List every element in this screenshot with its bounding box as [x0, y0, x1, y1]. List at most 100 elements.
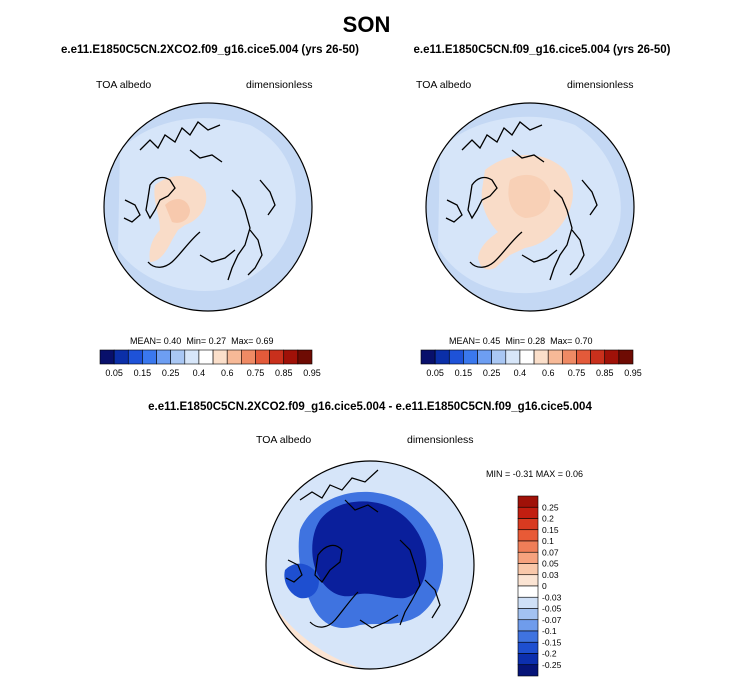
panel-2-title: e.e11.E1850C5CN.f09_g16.cice5.004 (yrs 2…	[413, 44, 671, 56]
colorbar-swatch	[517, 641, 539, 654]
panel-1-units: dimensionless	[246, 79, 313, 91]
colorbar-swatch	[517, 506, 539, 519]
colorbar-tick-label: -0.15	[542, 637, 562, 647]
map-1-coastlines	[123, 121, 276, 281]
colorbar-tick-label: 0.75	[247, 368, 265, 378]
colorbar-swatch	[142, 349, 157, 365]
colorbar-swatch	[434, 349, 450, 365]
colorbar-diff: 0.250.20.150.10.070.050.030-0.03-0.05-0.…	[517, 495, 562, 677]
colorbar-swatch	[226, 349, 242, 365]
colorbar-swatch	[477, 349, 492, 365]
colorbar-tick-label: 0.07	[542, 547, 559, 557]
colorbar-swatch	[463, 349, 478, 365]
colorbar-swatch	[127, 349, 143, 365]
colorbar-tick-label: 0	[542, 581, 547, 591]
colorbar-swatch	[547, 349, 563, 365]
colorbar-panel-2: 0.05 0.15 0.25 0.4 0.6 0.75 0.85 0.95	[420, 349, 642, 378]
colorbar-swatch	[255, 349, 270, 365]
mean-value: 0.45	[482, 336, 501, 346]
colorbar-tick-label: 0.6	[221, 368, 234, 378]
colorbar-tick-label: 0.15	[134, 368, 152, 378]
colorbar-tick-label: 0.95	[303, 368, 321, 378]
colorbar-swatch	[212, 349, 228, 365]
colorbar-swatch	[576, 349, 591, 365]
colorbar-panel-1: 0.05 0.15 0.25 0.4 0.6 0.75 0.85 0.95	[99, 349, 321, 378]
colorbar-swatch	[517, 653, 539, 666]
colorbar-swatch	[297, 349, 313, 365]
colorbar-swatch	[562, 349, 577, 365]
map-2-salmon-core	[508, 174, 551, 218]
colorbar-tick-label: 0.03	[542, 570, 559, 580]
colorbar-swatch	[156, 349, 171, 365]
map-panel-2	[425, 102, 635, 312]
colorbar-swatch	[604, 349, 620, 365]
colorbar-swatch	[517, 518, 539, 531]
map-panel-1	[103, 102, 313, 312]
colorbar-swatch	[517, 529, 539, 542]
colorbar-swatch	[170, 349, 186, 365]
mean-label: MEAN=	[130, 336, 162, 346]
colorbar-swatch	[517, 608, 539, 621]
map-2-border	[425, 102, 635, 312]
diff-panel-units: dimensionless	[407, 434, 474, 446]
colorbar-swatch	[517, 585, 539, 598]
colorbar-tick-label: 0.85	[596, 368, 614, 378]
colorbar-tick-label: 0.15	[542, 525, 559, 535]
colorbar-swatch	[448, 349, 464, 365]
colorbar-swatch	[519, 349, 535, 365]
panel-1-title: e.e11.E1850C5CN.2XCO2.f09_g16.cice5.004 …	[61, 44, 359, 56]
panel-2-stats: MEAN= 0.45 Min= 0.28 Max= 0.70	[449, 336, 592, 346]
max-value: 0.70	[574, 336, 593, 346]
map-1-border	[103, 102, 313, 312]
colorbar-swatch	[283, 349, 299, 365]
colorbar-tick-label: 0.75	[568, 368, 586, 378]
colorbar-tick-label: -0.05	[542, 604, 562, 614]
colorbar-tick-label: 0.2	[542, 514, 554, 524]
colorbar-swatch	[113, 349, 129, 365]
diff-panel-variable: TOA albedo	[256, 434, 312, 446]
colorbar-tick-label: -0.1	[542, 626, 557, 636]
colorbar-tick-label: 0.05	[542, 559, 559, 569]
colorbar-tick-label: 0.25	[542, 502, 559, 512]
max-value: 0.69	[255, 336, 274, 346]
diff-map-deep-blue	[312, 501, 427, 599]
panel-1-stats: MEAN= 0.40 Min= 0.27 Max= 0.69	[130, 336, 273, 346]
diff-map-blue-patch	[284, 563, 319, 599]
min-label: Min=	[505, 336, 526, 346]
colorbar-tick-label: 0.15	[455, 368, 473, 378]
colorbar-tick-label: 0.25	[162, 368, 180, 378]
colorbar-swatch	[517, 664, 539, 677]
colorbar-swatch	[517, 495, 539, 508]
min-value: 0.28	[527, 336, 546, 346]
colorbar-tick-label: 0.85	[275, 368, 293, 378]
colorbar-swatch	[517, 630, 539, 643]
colorbar-tick-label: -0.07	[542, 615, 562, 625]
colorbar-tick-label: 0.05	[105, 368, 123, 378]
colorbar-swatch	[517, 574, 539, 587]
colorbar-swatch	[241, 349, 256, 365]
max-label: Max=	[550, 336, 573, 346]
diff-map-coastlines	[285, 469, 441, 629]
colorbar-tick-label: -0.2	[542, 649, 557, 659]
colorbar-tick-label: 0.1	[542, 536, 554, 546]
figure-title: SON	[342, 12, 391, 37]
colorbar-swatch	[184, 349, 200, 365]
colorbar-swatch	[533, 349, 549, 365]
panel-2-variable: TOA albedo	[416, 79, 472, 91]
colorbar-swatch	[618, 349, 634, 365]
map-panel-diff	[265, 460, 475, 670]
diff-minmax: MIN = -0.31 MAX = 0.06	[486, 469, 584, 479]
map-1-salmon-core	[165, 198, 190, 223]
colorbar-tick-label: 0.4	[193, 368, 206, 378]
panel-2-units: dimensionless	[567, 79, 634, 91]
colorbar-tick-label: -0.25	[542, 660, 562, 670]
colorbar-tick-label: -0.03	[542, 592, 562, 602]
min-label: Min=	[186, 336, 207, 346]
colorbar-swatch	[99, 349, 115, 365]
colorbar-swatch	[517, 563, 539, 576]
colorbar-swatch	[505, 349, 521, 365]
min-value: 0.27	[208, 336, 227, 346]
colorbar-swatch	[198, 349, 214, 365]
colorbar-tick-label: 0.25	[483, 368, 501, 378]
